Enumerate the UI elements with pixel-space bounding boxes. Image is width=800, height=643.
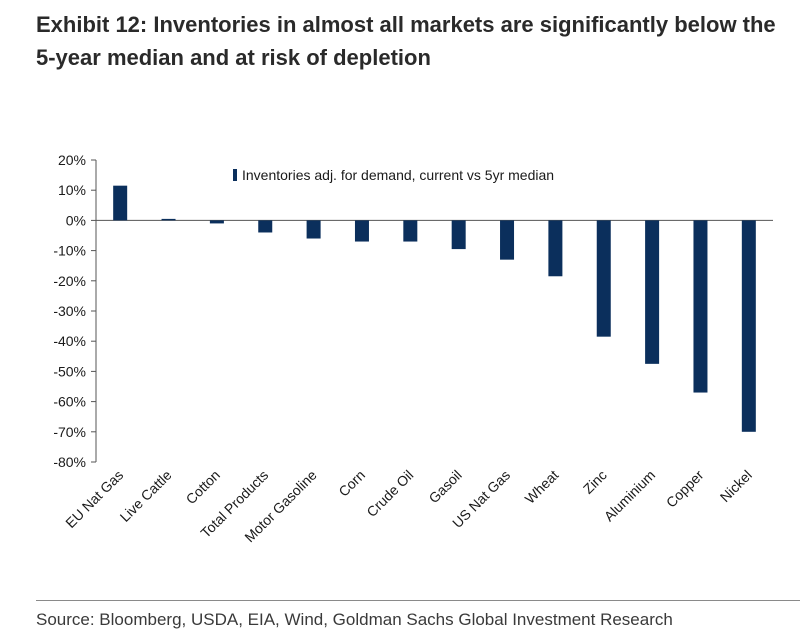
legend-label: Inventories adj. for demand, current vs … <box>242 167 554 183</box>
bar <box>548 220 563 277</box>
bar-chart: 20% 10% 0% -10% -20% -30% -40% -50% -60% -70% -80%… <box>53 152 773 545</box>
y-tick-label: -30% <box>53 303 86 319</box>
y-tick-label: -20% <box>53 273 86 289</box>
x-tick-label: Crude Oil <box>363 467 416 520</box>
bar <box>596 220 611 337</box>
chart-title: Exhibit 12: Inventories in almost all ma… <box>36 12 776 70</box>
x-tick-label: Nickel <box>717 467 755 505</box>
x-tick-label: EU Nat Gas <box>62 467 126 531</box>
y-tick-label: 10% <box>58 182 86 198</box>
bar <box>741 220 756 432</box>
y-tick-label: -40% <box>53 333 86 349</box>
bar <box>403 220 418 242</box>
x-tick-label: Copper <box>663 467 707 511</box>
x-tick-label: Cotton <box>183 467 223 507</box>
bar <box>451 220 466 250</box>
y-tick-label: -80% <box>53 454 86 470</box>
bar <box>113 185 128 221</box>
x-tick-label: Wheat <box>522 467 562 507</box>
x-tick-label: Aluminium <box>601 467 659 525</box>
y-tick-label: -10% <box>53 243 86 259</box>
y-tick-label: -50% <box>53 363 86 379</box>
bar <box>500 220 515 260</box>
y-tick-label: -60% <box>53 394 86 410</box>
y-tick-label: -70% <box>53 424 86 440</box>
bar <box>354 220 369 242</box>
x-tick-label: Gasoil <box>425 467 464 506</box>
source-note: Source: Bloomberg, USDA, EIA, Wind, Gold… <box>36 610 673 629</box>
y-tick-label: 0% <box>66 212 86 228</box>
bar <box>693 220 708 393</box>
bar <box>306 220 321 239</box>
legend-swatch <box>233 169 237 181</box>
bar <box>258 220 273 233</box>
y-tick-label: 20% <box>58 152 86 168</box>
x-tick-label: Corn <box>335 467 368 500</box>
source-divider <box>36 600 800 601</box>
x-tick-label: Zinc <box>580 467 610 497</box>
x-tick-label: Live Cattle <box>117 467 175 525</box>
bar <box>645 220 660 364</box>
bar <box>209 220 224 224</box>
bar <box>161 218 176 221</box>
